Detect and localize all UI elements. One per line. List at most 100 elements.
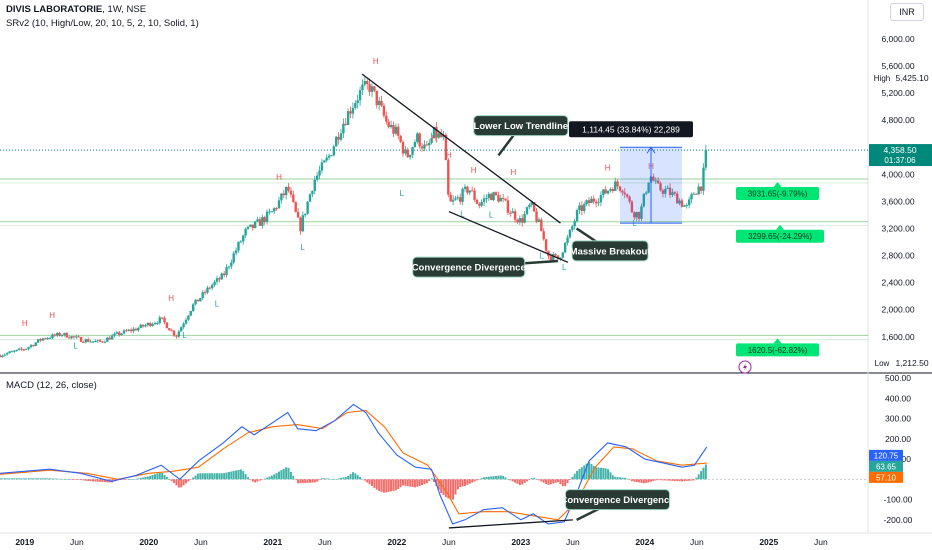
candle[interactable] — [699, 186, 703, 191]
candle[interactable] — [549, 256, 553, 261]
candle[interactable] — [165, 322, 169, 329]
candle[interactable] — [187, 315, 190, 320]
candle[interactable] — [101, 341, 104, 343]
interval[interactable]: 1W — [107, 4, 122, 15]
candle[interactable] — [342, 123, 345, 134]
candle[interactable] — [501, 197, 505, 199]
candle[interactable] — [0, 355, 2, 358]
candle[interactable] — [127, 329, 130, 331]
candle[interactable] — [213, 281, 216, 285]
candle[interactable] — [559, 257, 562, 260]
candle[interactable] — [652, 176, 655, 181]
candle[interactable] — [432, 126, 436, 139]
candle[interactable] — [611, 189, 615, 191]
candle[interactable] — [404, 149, 407, 154]
candle[interactable] — [532, 202, 536, 212]
candle[interactable] — [413, 141, 417, 148]
candle[interactable] — [46, 338, 49, 340]
candle[interactable] — [575, 210, 579, 222]
candle[interactable] — [292, 194, 295, 203]
candle[interactable] — [225, 267, 228, 276]
candle[interactable] — [22, 349, 26, 351]
candle[interactable] — [394, 126, 398, 134]
candle[interactable] — [311, 190, 314, 195]
candle[interactable] — [48, 337, 52, 339]
candle[interactable] — [256, 219, 259, 222]
candle[interactable] — [110, 335, 114, 340]
candle[interactable] — [242, 235, 245, 242]
candle[interactable] — [239, 241, 243, 243]
candle[interactable] — [578, 205, 581, 211]
candle[interactable] — [313, 179, 316, 191]
candle[interactable] — [356, 100, 359, 104]
candle[interactable] — [614, 181, 617, 191]
candle[interactable] — [625, 194, 629, 197]
candle[interactable] — [284, 186, 288, 196]
candle[interactable] — [327, 155, 331, 158]
candle[interactable] — [3, 354, 6, 356]
candle[interactable] — [91, 341, 95, 343]
candle[interactable] — [561, 252, 564, 258]
candle[interactable] — [194, 299, 197, 305]
candle[interactable] — [77, 336, 80, 338]
candle[interactable] — [680, 200, 684, 207]
candle[interactable] — [17, 348, 21, 350]
candle[interactable] — [513, 211, 517, 220]
candle[interactable] — [63, 332, 66, 335]
support-tag[interactable] — [736, 186, 819, 200]
candle[interactable] — [318, 170, 321, 176]
candle[interactable] — [606, 190, 610, 194]
candle[interactable] — [206, 287, 209, 293]
candle[interactable] — [425, 144, 429, 146]
candle[interactable] — [263, 217, 266, 222]
candle[interactable] — [1, 355, 4, 358]
candle[interactable] — [139, 324, 142, 328]
candle[interactable] — [168, 328, 171, 331]
callout-box[interactable] — [571, 240, 649, 262]
candle[interactable] — [397, 126, 400, 136]
candle[interactable] — [447, 160, 450, 195]
candle[interactable] — [654, 180, 657, 182]
candle[interactable] — [330, 155, 333, 157]
candle[interactable] — [506, 200, 510, 213]
candle[interactable] — [585, 200, 588, 205]
candle[interactable] — [621, 190, 624, 193]
candle[interactable] — [697, 186, 700, 195]
candle[interactable] — [72, 336, 76, 338]
candle[interactable] — [237, 242, 240, 251]
candle[interactable] — [645, 192, 648, 194]
candle[interactable] — [251, 224, 254, 228]
candle[interactable] — [232, 253, 235, 263]
trendline[interactable] — [448, 210, 569, 263]
candle[interactable] — [218, 278, 221, 280]
candle[interactable] — [437, 133, 440, 138]
candle[interactable] — [444, 134, 448, 161]
candle[interactable] — [273, 208, 276, 212]
candle[interactable] — [5, 353, 9, 355]
candle[interactable] — [683, 205, 686, 207]
candle[interactable] — [354, 103, 357, 108]
candle[interactable] — [335, 136, 338, 147]
candle[interactable] — [687, 199, 691, 206]
candle[interactable] — [344, 123, 347, 125]
candle[interactable] — [497, 194, 500, 202]
indicator-legend[interactable]: SRv2 (10, High/Low, 20, 10, 5, 2, 10, So… — [6, 18, 199, 29]
candle[interactable] — [676, 193, 679, 204]
candle[interactable] — [44, 338, 47, 340]
candle[interactable] — [671, 192, 674, 196]
candle[interactable] — [75, 336, 78, 338]
candle[interactable] — [568, 229, 572, 238]
candle[interactable] — [20, 348, 23, 350]
candle[interactable] — [382, 105, 386, 116]
candle[interactable] — [337, 136, 340, 140]
support-tag[interactable] — [736, 343, 819, 357]
currency-button[interactable]: INR — [890, 3, 924, 21]
candle[interactable] — [554, 254, 557, 256]
candle[interactable] — [408, 154, 412, 158]
candle[interactable] — [244, 228, 247, 236]
candle[interactable] — [180, 327, 183, 332]
candle[interactable] — [616, 181, 619, 187]
candle[interactable] — [108, 337, 111, 340]
candle[interactable] — [475, 199, 479, 204]
candle[interactable] — [268, 211, 271, 213]
